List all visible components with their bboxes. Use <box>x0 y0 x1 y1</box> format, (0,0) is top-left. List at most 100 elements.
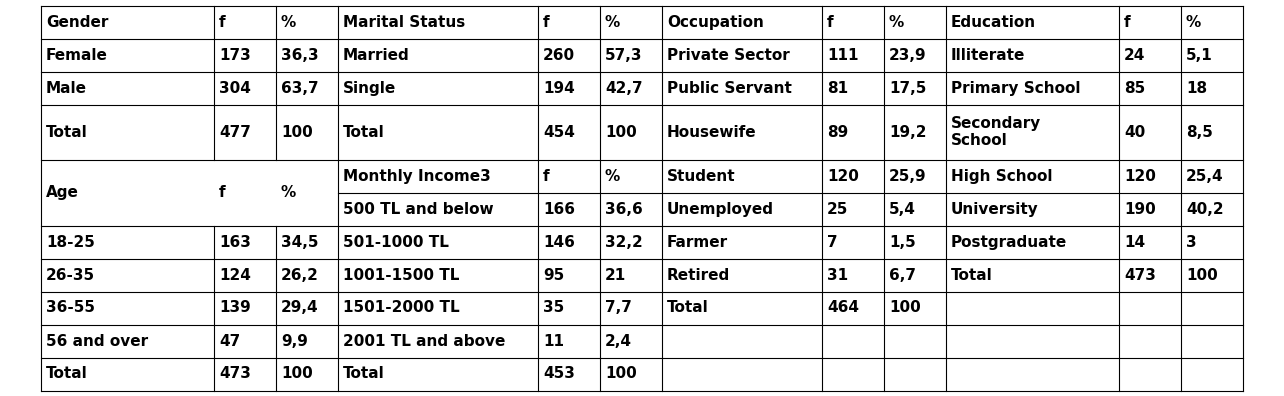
Text: 260: 260 <box>543 48 575 63</box>
Text: 453: 453 <box>543 367 575 381</box>
Text: 18-25: 18-25 <box>46 234 95 249</box>
Text: Total: Total <box>46 367 87 381</box>
Text: 36,3: 36,3 <box>281 48 318 63</box>
Text: 111: 111 <box>827 48 859 63</box>
Text: 166: 166 <box>543 202 575 217</box>
Text: 23,9: 23,9 <box>889 48 927 63</box>
Text: Total: Total <box>666 301 709 316</box>
Text: 36,6: 36,6 <box>605 202 643 217</box>
Text: Marital Status: Marital Status <box>343 15 465 29</box>
Text: 464: 464 <box>827 301 859 316</box>
Text: 501-1000 TL: 501-1000 TL <box>343 234 449 249</box>
Text: 146: 146 <box>543 234 575 249</box>
Text: 473: 473 <box>220 367 250 381</box>
Text: 95: 95 <box>543 268 564 282</box>
Text: 40: 40 <box>1124 124 1145 139</box>
Text: 8,5: 8,5 <box>1186 124 1213 139</box>
Text: 120: 120 <box>1124 169 1156 183</box>
Text: 18: 18 <box>1186 80 1207 95</box>
Text: 1,5: 1,5 <box>889 234 915 249</box>
Text: Farmer: Farmer <box>666 234 728 249</box>
Text: Unemployed: Unemployed <box>666 202 774 217</box>
Text: Total: Total <box>343 124 385 139</box>
Text: %: % <box>281 185 297 200</box>
Text: 163: 163 <box>220 234 250 249</box>
Text: Public Servant: Public Servant <box>666 80 792 95</box>
Text: 25,4: 25,4 <box>1186 169 1224 183</box>
Text: Female: Female <box>46 48 108 63</box>
Text: 14: 14 <box>1124 234 1145 249</box>
Text: Total: Total <box>951 268 993 282</box>
Text: 26-35: 26-35 <box>46 268 95 282</box>
Text: %: % <box>605 15 620 29</box>
Text: 63,7: 63,7 <box>281 80 318 95</box>
Text: Secondary
School: Secondary School <box>951 116 1041 148</box>
Text: 100: 100 <box>605 367 637 381</box>
Text: 6,7: 6,7 <box>889 268 915 282</box>
Text: 2001 TL and above: 2001 TL and above <box>343 333 506 348</box>
Text: 21: 21 <box>605 268 627 282</box>
Text: 31: 31 <box>827 268 849 282</box>
Text: 100: 100 <box>889 301 921 316</box>
Text: f: f <box>220 15 226 29</box>
Text: 24: 24 <box>1124 48 1145 63</box>
Text: Housewife: Housewife <box>666 124 756 139</box>
Text: 17,5: 17,5 <box>889 80 926 95</box>
Text: 120: 120 <box>827 169 859 183</box>
Text: 11: 11 <box>543 333 564 348</box>
Text: Total: Total <box>343 367 385 381</box>
Text: Postgraduate: Postgraduate <box>951 234 1067 249</box>
Text: 124: 124 <box>220 268 250 282</box>
Text: University: University <box>951 202 1039 217</box>
Text: 42,7: 42,7 <box>605 80 642 95</box>
Text: 100: 100 <box>281 367 313 381</box>
Text: f: f <box>1124 15 1131 29</box>
Text: 56 and over: 56 and over <box>46 333 148 348</box>
Text: f: f <box>543 169 550 183</box>
Text: Total: Total <box>46 124 87 139</box>
Text: %: % <box>889 15 904 29</box>
Text: Retired: Retired <box>666 268 731 282</box>
Text: 29,4: 29,4 <box>281 301 318 316</box>
Text: 173: 173 <box>220 48 250 63</box>
Text: 26,2: 26,2 <box>281 268 318 282</box>
Text: 35: 35 <box>543 301 564 316</box>
Text: 25: 25 <box>827 202 849 217</box>
Text: Student: Student <box>666 169 736 183</box>
Text: 36-55: 36-55 <box>46 301 95 316</box>
Text: 7: 7 <box>827 234 837 249</box>
Text: 25,9: 25,9 <box>889 169 927 183</box>
Text: 1501-2000 TL: 1501-2000 TL <box>343 301 460 316</box>
Text: 473: 473 <box>1124 268 1156 282</box>
Text: 47: 47 <box>220 333 240 348</box>
Text: 5,4: 5,4 <box>889 202 915 217</box>
Text: Single: Single <box>343 80 397 95</box>
Text: %: % <box>605 169 620 183</box>
Text: 500 TL and below: 500 TL and below <box>343 202 493 217</box>
Text: 5,1: 5,1 <box>1186 48 1213 63</box>
Text: Male: Male <box>46 80 87 95</box>
Text: 1001-1500 TL: 1001-1500 TL <box>343 268 460 282</box>
Text: 100: 100 <box>281 124 313 139</box>
Text: 19,2: 19,2 <box>889 124 927 139</box>
Text: High School: High School <box>951 169 1053 183</box>
Text: 190: 190 <box>1124 202 1156 217</box>
Text: Monthly Income3: Monthly Income3 <box>343 169 490 183</box>
Text: 477: 477 <box>220 124 250 139</box>
Text: 194: 194 <box>543 80 575 95</box>
Text: 32,2: 32,2 <box>605 234 643 249</box>
Text: f: f <box>543 15 550 29</box>
Text: Occupation: Occupation <box>666 15 764 29</box>
Text: Private Sector: Private Sector <box>666 48 790 63</box>
Text: 85: 85 <box>1124 80 1145 95</box>
Text: 40,2: 40,2 <box>1186 202 1224 217</box>
Text: 2,4: 2,4 <box>605 333 632 348</box>
Text: f: f <box>827 15 833 29</box>
Text: 7,7: 7,7 <box>605 301 632 316</box>
Text: Gender: Gender <box>46 15 108 29</box>
Text: Education: Education <box>951 15 1036 29</box>
Text: 100: 100 <box>1186 268 1217 282</box>
Text: 3: 3 <box>1186 234 1197 249</box>
Text: Illiterate: Illiterate <box>951 48 1026 63</box>
Text: Age: Age <box>46 185 78 200</box>
